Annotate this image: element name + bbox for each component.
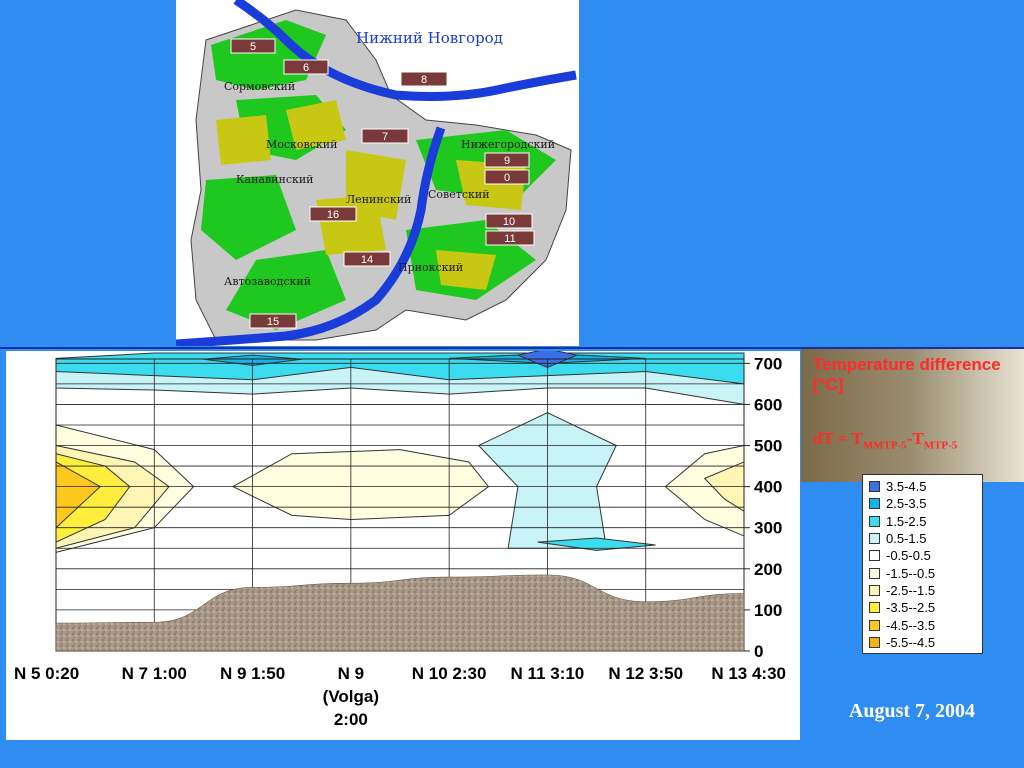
- map-marker: 0: [484, 169, 530, 185]
- map-marker: 14: [343, 251, 391, 267]
- contour-region: [537, 537, 656, 551]
- legend-label: 2.5-3.5: [886, 496, 927, 512]
- district-label: Канавинский: [236, 173, 314, 186]
- legend-label: -3.5--2.5: [886, 600, 936, 616]
- district-label: Ленинский: [346, 193, 411, 206]
- svg-text:9: 9: [504, 155, 510, 167]
- y-tick-label: 200: [754, 560, 782, 579]
- map-marker: 6: [283, 59, 329, 75]
- legend-header: Temperature difference [°C] dT = TMMTP-5…: [801, 349, 1024, 482]
- legend-label: 1.5-2.5: [886, 513, 927, 529]
- map-marker: 9: [484, 152, 530, 168]
- svg-text:6: 6: [303, 62, 309, 74]
- legend-swatch: [869, 498, 880, 510]
- legend-item: -0.5-0.5: [869, 547, 982, 564]
- legend-label: -5.5--4.5: [886, 634, 936, 650]
- district-label: Нижегородский: [461, 138, 555, 151]
- map-marker: 15: [249, 313, 297, 329]
- x-tick-label: N 9: [338, 664, 364, 683]
- terrain-area: [55, 574, 745, 652]
- x-tick-label: N 10 2:30: [412, 664, 487, 683]
- legend-item: 1.5-2.5: [869, 513, 982, 530]
- legend-label: -4.5--3.5: [886, 617, 936, 633]
- legend-swatch: [869, 636, 880, 648]
- district-label: Приокский: [398, 261, 463, 274]
- terrain-profile: [55, 574, 745, 652]
- map-marker: 10: [485, 213, 533, 229]
- x-tick-label: N 9 1:50: [220, 664, 285, 683]
- legend-item: -4.5--3.5: [869, 616, 982, 633]
- legend-swatch: [869, 533, 880, 545]
- legend-item: -2.5--1.5: [869, 582, 982, 599]
- x-tick-label: 2:00: [334, 710, 368, 729]
- map-image: Нижний Новгород Сормовский Московский Ка…: [176, 0, 577, 346]
- legend-swatch: [869, 550, 880, 562]
- section-divider: [0, 347, 1024, 349]
- svg-text:11: 11: [504, 233, 515, 245]
- map-marker: 11: [485, 230, 535, 246]
- legend-label: -1.5--0.5: [886, 565, 936, 581]
- district-label: Автозаводский: [224, 275, 311, 288]
- y-tick-label: 300: [754, 519, 782, 538]
- legend-item: -5.5--4.5: [869, 634, 982, 651]
- x-tick-label: N 12 3:50: [608, 664, 683, 683]
- svg-text:15: 15: [267, 316, 279, 328]
- y-axis: 0 100 200 300 400 500 600 700: [744, 354, 782, 661]
- legend-swatch: [869, 619, 880, 631]
- svg-text:16: 16: [327, 209, 339, 221]
- legend-swatch: [869, 567, 880, 579]
- district-label: Московский: [266, 138, 337, 151]
- y-tick-label: 600: [754, 395, 782, 414]
- legend-item: -3.5--2.5: [869, 599, 982, 616]
- y-tick-label: 0: [754, 642, 763, 661]
- legend-item: 2.5-3.5: [869, 495, 982, 512]
- district-label: Сормовский: [224, 80, 295, 93]
- legend: 3.5-4.5 2.5-3.5 1.5-2.5 0.5-1.5 -0.5-0.5 -1.5…: [862, 474, 983, 654]
- legend-label: 3.5-4.5: [886, 479, 927, 495]
- legend-swatch: [869, 602, 880, 614]
- legend-item: 3.5-4.5: [869, 478, 982, 495]
- legend-item: 0.5-1.5: [869, 530, 982, 547]
- contour-chart-panel: 0 100 200 300 400 500 600 700 N 5 0:20 N 7 1:00 N…: [6, 351, 800, 740]
- y-tick-label: 400: [754, 478, 782, 497]
- legend-title: Temperature difference [°C]: [813, 355, 1001, 394]
- map-marker: 5: [230, 38, 276, 54]
- legend-swatch: [869, 584, 880, 596]
- x-tick-label: N 5 0:20: [14, 664, 79, 683]
- y-tick-label: 100: [754, 601, 782, 620]
- y-tick-label: 500: [754, 437, 782, 456]
- legend-label: 0.5-1.5: [886, 531, 927, 547]
- legend-label: -0.5-0.5: [886, 548, 931, 564]
- legend-formula: dT = TMMTP-5-TMTP-5: [813, 429, 958, 452]
- district-label: Советский: [428, 188, 490, 201]
- svg-text:8: 8: [421, 74, 427, 86]
- map-marker: 16: [309, 206, 357, 222]
- x-axis: N 5 0:20 N 7 1:00 N 9 1:50 N 9 (Volga) 2:00 N …: [14, 664, 786, 729]
- legend-swatch: [869, 515, 880, 527]
- x-tick-label: (Volga): [323, 687, 379, 706]
- legend-swatch: [869, 481, 880, 493]
- map-marker: 7: [361, 128, 409, 144]
- city-map: Нижний Новгород Сормовский Московский Ка…: [176, 0, 579, 346]
- svg-text:7: 7: [382, 131, 388, 143]
- svg-text:10: 10: [503, 216, 515, 228]
- y-tick-label: 700: [754, 354, 782, 373]
- map-marker: 8: [400, 71, 448, 87]
- map-city-title: Нижний Новгород: [356, 29, 503, 47]
- svg-text:14: 14: [361, 254, 373, 266]
- svg-text:5: 5: [250, 41, 256, 53]
- legend-label: -2.5--1.5: [886, 582, 936, 598]
- x-tick-label: N 13 4:30: [711, 664, 786, 683]
- svg-text:0: 0: [504, 172, 510, 184]
- legend-item: -1.5--0.5: [869, 564, 982, 581]
- date-label: August 7, 2004: [848, 700, 976, 722]
- x-tick-label: N 11 3:10: [511, 664, 585, 683]
- x-tick-label: N 7 1:00: [122, 664, 187, 683]
